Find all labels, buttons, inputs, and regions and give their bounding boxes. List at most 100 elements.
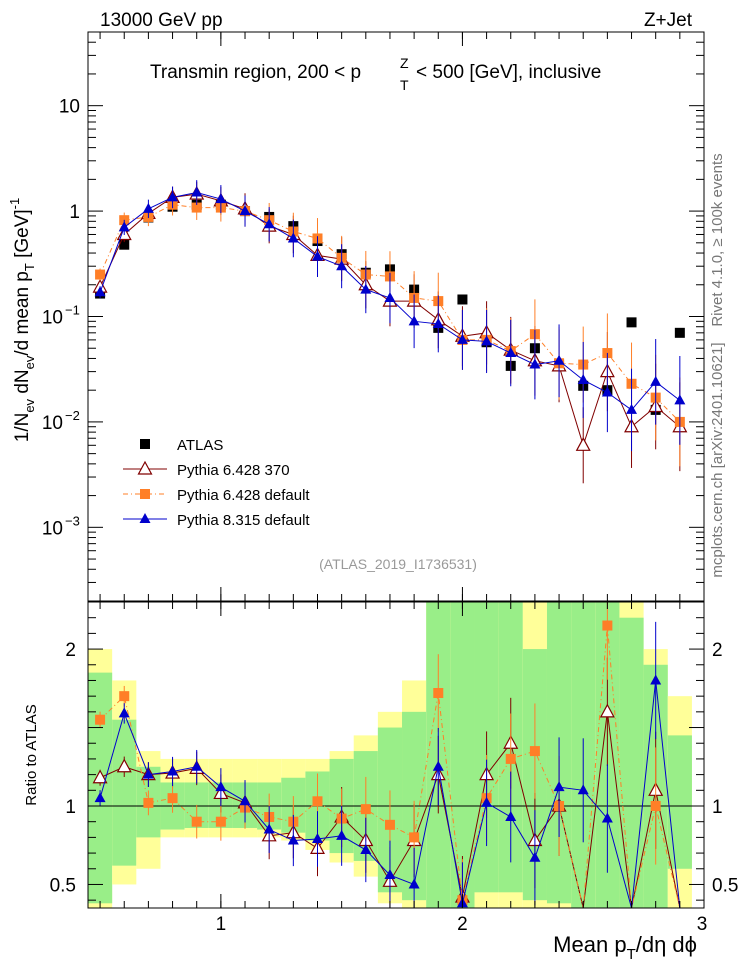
ratio-point	[505, 753, 516, 764]
stat-band	[619, 617, 644, 908]
ratio-point	[94, 792, 106, 803]
ratio-point	[601, 812, 613, 823]
mc-point	[601, 386, 613, 397]
title-sup: Z	[400, 55, 409, 71]
ratio-point	[481, 796, 493, 807]
ratio-point	[650, 801, 661, 811]
mc-point	[553, 354, 565, 365]
main-ylabel: 1/Nev dNev/d mean pT [GeV]-1	[7, 198, 37, 443]
ratio-point	[384, 869, 396, 880]
main-series	[92, 180, 688, 484]
stat-band	[112, 719, 137, 866]
title-part-b: < 500 [GeV], inclusive	[416, 62, 601, 83]
legend-marker	[140, 439, 150, 449]
ratio-panel: 1 2 3 2 2 1 1 0.5 0.5	[50, 601, 738, 935]
x-axis-label: Mean pT/dη dϕ	[553, 932, 697, 963]
stat-band	[667, 735, 692, 869]
ratio-point	[119, 691, 130, 702]
mc-point	[650, 375, 662, 386]
legend: ATLAS Pythia 6.428 370 Pythia 6.428 defaul…	[123, 437, 310, 529]
mc-point	[408, 315, 420, 326]
ratio-point	[95, 714, 106, 725]
data-point	[674, 327, 685, 338]
y-tick-exponent: −3	[65, 513, 80, 528]
mc-point	[674, 394, 686, 405]
mc-point	[215, 193, 227, 204]
mc-point	[456, 333, 468, 344]
ratio-y-tick-label-right: 1	[712, 797, 723, 818]
ratio-point	[167, 793, 178, 804]
mcplots-label: mcplots.cern.ch [arXiv:2401.10621]	[709, 342, 726, 577]
y-tick-label: 10	[42, 308, 63, 329]
y-tick-exponent: −2	[65, 408, 80, 423]
mc-point	[384, 291, 396, 302]
ratio-frame	[87, 601, 705, 909]
process-label: Z+Jet	[644, 10, 693, 31]
ratio-y-tick-label: 2	[65, 640, 76, 661]
ratio-y-tick-label: 0.5	[50, 875, 76, 896]
ratio-point	[336, 829, 348, 840]
x-tick-label: 2	[457, 914, 468, 935]
y-tick-label: 10	[59, 97, 80, 118]
legend-label: Pythia 8.315 default	[177, 512, 310, 529]
x-tick-label: 3	[697, 914, 708, 935]
mc-point	[360, 283, 372, 294]
mc-point	[94, 286, 106, 297]
ratio-point	[116, 758, 132, 773]
ratio-point	[92, 769, 108, 784]
ratio-point	[602, 620, 613, 631]
mc-point	[191, 186, 203, 197]
legend-marker	[140, 489, 150, 499]
title-sub: T	[400, 77, 409, 93]
mc-point	[505, 347, 517, 358]
mc-point	[239, 205, 251, 216]
mc-point	[577, 373, 589, 384]
mc-point	[481, 335, 493, 346]
ratio-point	[239, 795, 251, 806]
ratio-point	[577, 784, 589, 795]
ratio-point	[312, 796, 323, 807]
y-tick-exponent: −1	[65, 303, 80, 318]
ratio-point	[433, 688, 444, 699]
mc-point	[191, 202, 202, 213]
ratio-point	[529, 851, 541, 862]
ratio-y-tick-label-right: 0.5	[712, 875, 738, 896]
mc-point	[263, 218, 275, 229]
data-point	[457, 294, 468, 305]
data-point	[626, 317, 637, 328]
legend-label: ATLAS	[177, 437, 223, 454]
ratio-point	[215, 816, 226, 827]
energy-label: 13000 GeV pp	[100, 10, 223, 31]
ratio-point	[191, 760, 203, 771]
ratio-point	[118, 707, 130, 718]
mc-point	[626, 403, 638, 414]
ratio-y-tick-label-right: 2	[712, 640, 723, 661]
mc-point	[336, 260, 348, 271]
ratio-point	[432, 760, 444, 771]
analysis-id: (ATLAS_2019_I1736531)	[319, 556, 477, 572]
ratio-point	[142, 768, 154, 779]
ratio-point	[553, 781, 565, 792]
mc-point	[287, 232, 299, 243]
ratio-point	[287, 834, 299, 845]
ratio-point	[167, 765, 179, 776]
ratio-point	[191, 816, 202, 827]
legend-label: Pythia 6.428 default	[177, 487, 310, 504]
ratio-ticks: 1 2 3 2 2 1 1 0.5 0.5	[50, 602, 738, 935]
mc-point	[167, 191, 179, 202]
ratio-point	[215, 781, 227, 792]
ratio-point	[360, 843, 372, 854]
title-part-a: Transmin region, 200 < p	[150, 62, 361, 83]
x-tick-label: 1	[216, 914, 227, 935]
ratio-point	[384, 819, 395, 830]
ratio-point	[311, 832, 323, 843]
ratio-point	[360, 804, 371, 815]
data-point	[119, 239, 130, 250]
mc-point	[95, 269, 106, 280]
y-tick-label: 1	[69, 202, 80, 223]
y-tick-label: 10	[42, 413, 63, 434]
ratio-point	[529, 746, 540, 757]
mc-point	[311, 250, 323, 261]
